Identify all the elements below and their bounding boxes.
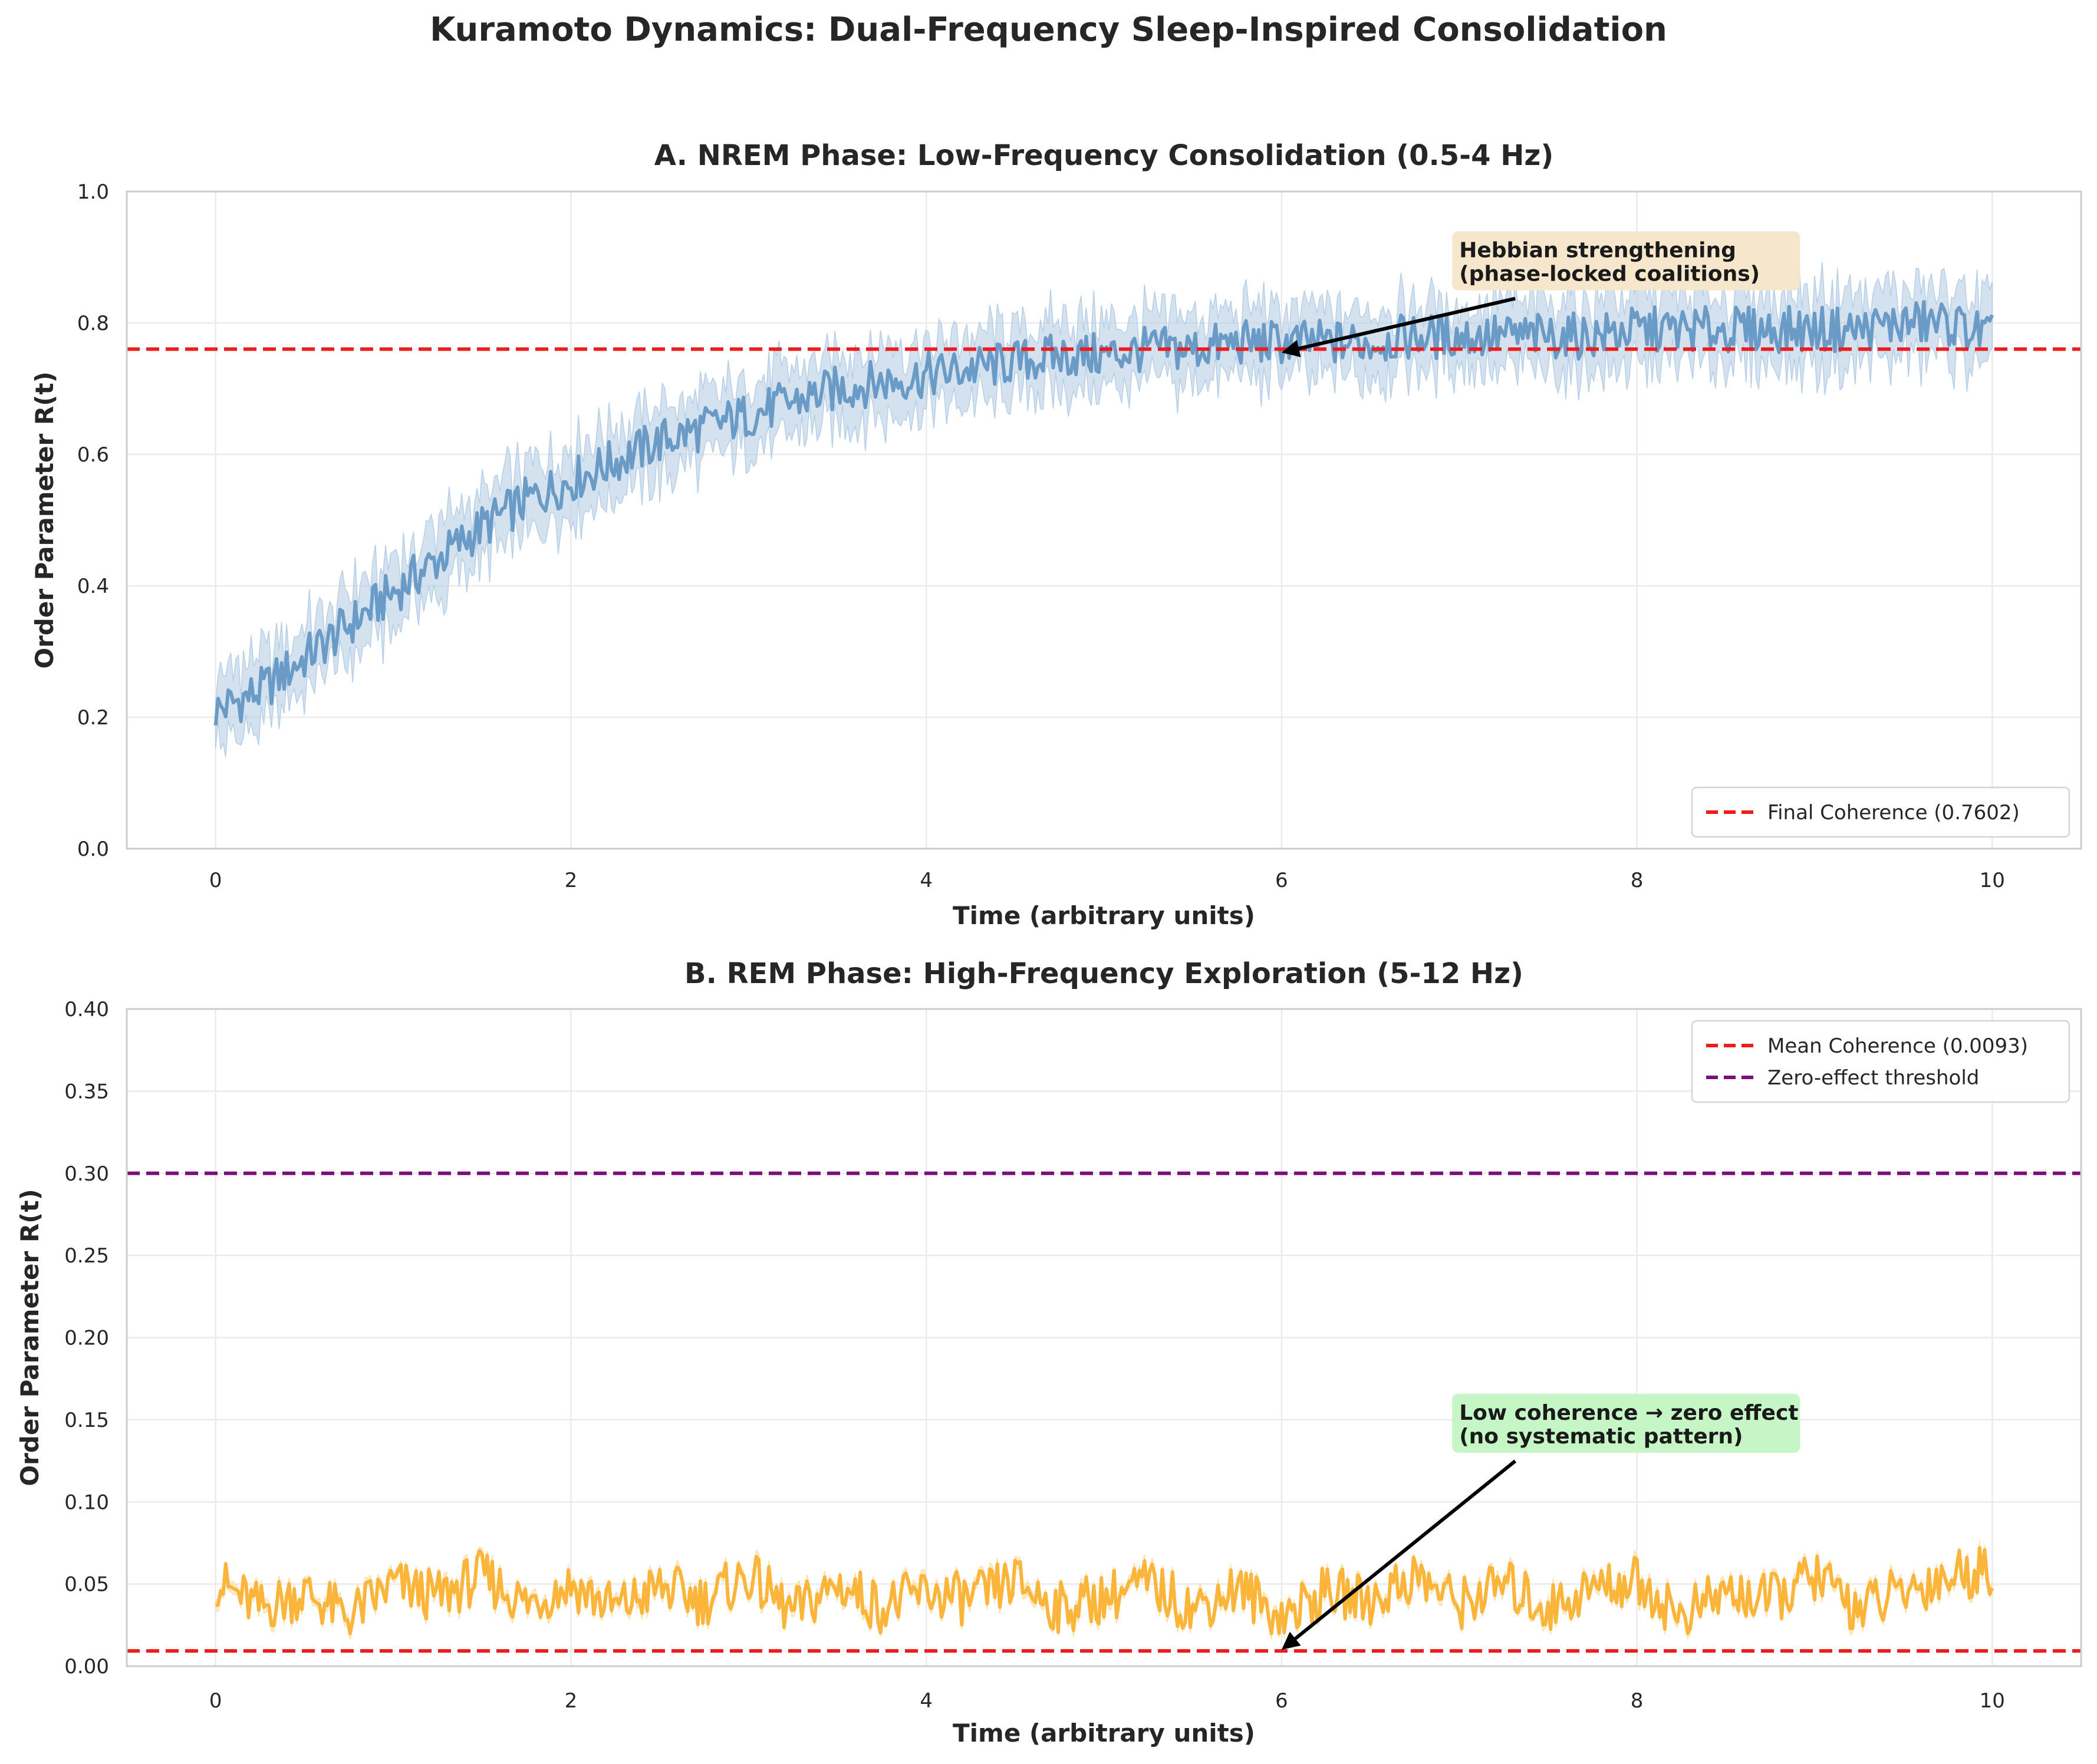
x-tick-label: 2 — [565, 869, 578, 892]
series-line — [213, 300, 1994, 726]
legend: Mean Coherence (0.0093) Zero-effect thres… — [1691, 1020, 2070, 1103]
y-tick-label: 0.8 — [77, 312, 109, 335]
annotation-text: (phase-locked coalitions) — [1459, 262, 1760, 286]
y-tick-label: 0.35 — [64, 1080, 109, 1103]
x-axis-label: Time (arbitrary units) — [953, 901, 1255, 930]
y-tick-label: 1.0 — [77, 180, 109, 204]
legend-box — [1691, 786, 2070, 838]
legend: Final Coherence (0.7602) — [1691, 786, 2070, 838]
y-axis-label: Order Parameter R(t) — [15, 1189, 44, 1486]
y-tick-label: 0.2 — [77, 706, 109, 730]
y-tick-label: 0.25 — [64, 1244, 109, 1268]
x-tick-label: 8 — [1631, 1689, 1644, 1713]
annotation-box — [1452, 1393, 1800, 1453]
confidence-band — [215, 261, 1993, 757]
figure-title: Kuramoto Dynamics: Dual-Frequency Sleep-… — [430, 11, 1667, 49]
y-tick-label: 0.30 — [64, 1162, 109, 1186]
y-axis-label: Order Parameter R(t) — [30, 371, 59, 668]
y-tick-label: 0.0 — [77, 838, 109, 861]
y-tick-label: 0.20 — [64, 1327, 109, 1350]
annotation-text: Low coherence → zero effect — [1459, 1401, 1798, 1425]
annotation-text: (no systematic pattern) — [1459, 1425, 1743, 1449]
series-line — [215, 1546, 1994, 1636]
y-tick-label: 0.05 — [64, 1573, 109, 1597]
annotation-box — [1452, 231, 1800, 291]
legend-label: Final Coherence (0.7602) — [1767, 801, 2020, 825]
annotation: Low coherence → zero effect(no systemati… — [1281, 1393, 1800, 1650]
annotation: Hebbian strengthening(phase-locked coali… — [1281, 231, 1800, 358]
y-tick-label: 0.10 — [64, 1491, 109, 1514]
legend-label: Mean Coherence (0.0093) — [1767, 1034, 2028, 1058]
x-tick-label: 6 — [1275, 869, 1288, 892]
y-tick-label: 0.4 — [77, 575, 109, 598]
arrow-head — [1281, 339, 1301, 358]
x-tick-label: 0 — [209, 869, 222, 892]
x-tick-label: 4 — [920, 869, 933, 892]
y-tick-label: 0.40 — [64, 998, 109, 1021]
x-axis-label: Time (arbitrary units) — [953, 1719, 1255, 1747]
annotation-arrow — [1298, 296, 1516, 351]
x-tick-label: 0 — [209, 1689, 222, 1713]
panel-title: A. NREM Phase: Low-Frequency Consolidati… — [654, 139, 1554, 172]
x-tick-label: 8 — [1631, 869, 1644, 892]
x-tick-label: 10 — [1980, 1689, 2005, 1713]
legend-box — [1691, 1020, 2070, 1103]
panel-a: 0 2 4 6 8 10 0.0 0.2 0.4 0.6 0.8 1.0 A. NREM Phase: … — [30, 139, 2082, 930]
plot-frame — [126, 1008, 2082, 1667]
x-tick-label: 2 — [565, 1689, 578, 1713]
x-tick-label: 4 — [920, 1689, 933, 1713]
x-tick-label: 6 — [1275, 1689, 1288, 1713]
panel-b: 0 2 4 6 8 10 0.00 0.05 0.10 0.15 0.20 0.25 0.30 0.35 0… — [15, 957, 2082, 1747]
annotation-text: Hebbian strengthening — [1459, 239, 1736, 263]
panel-title: B. REM Phase: High-Frequency Exploration… — [684, 957, 1523, 990]
plot-frame — [126, 190, 2082, 850]
x-tick-label: 10 — [1980, 869, 2005, 892]
y-tick-label: 0.6 — [77, 443, 109, 467]
annotation-arrow — [1294, 1459, 1517, 1640]
arrow-head — [1281, 1631, 1301, 1650]
y-tick-label: 0.00 — [64, 1655, 109, 1679]
legend-label: Zero-effect threshold — [1767, 1066, 1979, 1090]
y-tick-label: 0.15 — [64, 1409, 109, 1432]
